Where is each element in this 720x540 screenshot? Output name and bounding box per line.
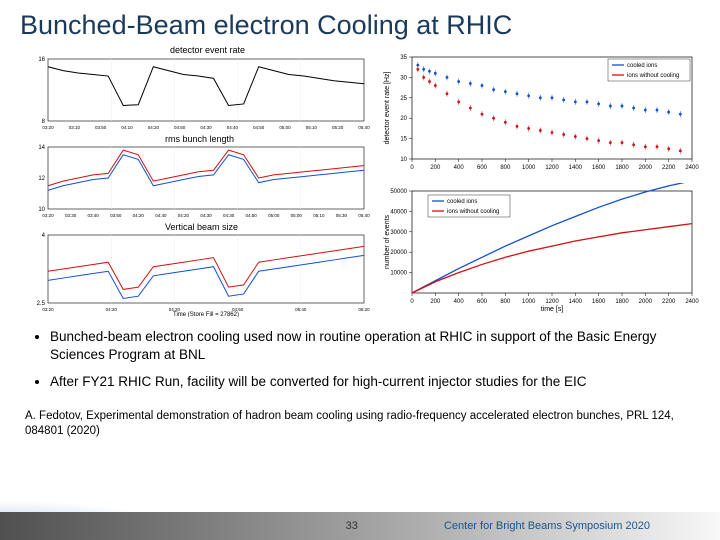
svg-text:1000: 1000 xyxy=(522,299,536,305)
svg-text:cooled ions: cooled ions xyxy=(447,199,477,205)
svg-text:03:20: 03:20 xyxy=(42,307,54,312)
bullet-item: Bunched-beam electron cooling used now i… xyxy=(50,328,700,363)
svg-text:04:20: 04:20 xyxy=(178,213,190,218)
svg-text:2200: 2200 xyxy=(662,299,676,305)
right-chart-column: 0200400600800100012001400160018002000220… xyxy=(380,49,700,314)
svg-text:16: 16 xyxy=(38,57,45,63)
svg-text:05:00: 05:00 xyxy=(279,125,291,130)
svg-text:detector event rate [Hz]: detector event rate [Hz] xyxy=(384,72,391,145)
svg-text:25: 25 xyxy=(400,96,407,102)
page-number: 33 xyxy=(346,520,358,532)
svg-text:04:20: 04:20 xyxy=(133,213,145,218)
svg-text:number of events: number of events xyxy=(384,214,391,269)
svg-text:1400: 1400 xyxy=(569,165,583,171)
svg-text:200: 200 xyxy=(430,299,441,305)
svg-text:03:40: 03:40 xyxy=(88,213,100,218)
svg-text:2000: 2000 xyxy=(639,299,653,305)
svg-text:05:10: 05:10 xyxy=(306,125,318,130)
svg-text:1600: 1600 xyxy=(592,299,606,305)
svg-text:05:40: 05:40 xyxy=(358,213,370,218)
svg-text:15: 15 xyxy=(400,137,407,143)
svg-text:03:20: 03:20 xyxy=(42,125,54,130)
svg-text:04:30: 04:30 xyxy=(200,125,212,130)
svg-text:800: 800 xyxy=(500,165,511,171)
bullet-list: Bunched-beam electron cooling used now i… xyxy=(20,328,700,391)
svg-text:2200: 2200 xyxy=(662,165,676,171)
svg-text:03:50: 03:50 xyxy=(110,213,122,218)
chart-rms-bunch-length: 10121403:2003:3003:4003:5004:2004:4004:2… xyxy=(20,137,370,223)
slide-title: Bunched-Beam electron Cooling at RHIC xyxy=(20,10,700,41)
svg-text:04:50: 04:50 xyxy=(253,125,265,130)
svg-text:10: 10 xyxy=(400,157,407,163)
svg-text:1000: 1000 xyxy=(522,165,536,171)
svg-text:1400: 1400 xyxy=(569,299,583,305)
svg-text:1800: 1800 xyxy=(615,299,629,305)
svg-text:2000: 2000 xyxy=(639,165,653,171)
svg-text:time [s]: time [s] xyxy=(541,306,564,313)
svg-text:600: 600 xyxy=(477,299,488,305)
svg-text:05:40: 05:40 xyxy=(295,307,307,312)
svg-text:800: 800 xyxy=(500,299,511,305)
footer-bar: 33 Center for Bright Beams Symposium 202… xyxy=(0,512,720,540)
svg-text:12: 12 xyxy=(38,176,45,182)
bullet-item: After FY21 RHIC Run, facility will be co… xyxy=(50,373,700,391)
svg-text:ions without cooling: ions without cooling xyxy=(627,73,679,79)
svg-text:20: 20 xyxy=(400,116,407,122)
svg-text:40000: 40000 xyxy=(390,209,407,215)
svg-text:03:30: 03:30 xyxy=(65,213,77,218)
svg-text:2400: 2400 xyxy=(685,165,699,171)
svg-text:0: 0 xyxy=(410,299,414,305)
svg-text:30000: 30000 xyxy=(390,230,407,236)
svg-text:ions without cooling: ions without cooling xyxy=(447,209,499,215)
svg-text:400: 400 xyxy=(454,299,465,305)
svg-text:04:10: 04:10 xyxy=(121,125,133,130)
chart-cumulative-events: 0 200 400 600 800 1000 1200 1400 1600 1800 2000 220… xyxy=(380,183,700,313)
svg-text:200: 200 xyxy=(430,165,441,171)
svg-text:05:20: 05:20 xyxy=(332,125,344,130)
svg-text:20000: 20000 xyxy=(390,250,407,256)
svg-text:30: 30 xyxy=(400,75,407,81)
svg-text:2400: 2400 xyxy=(685,299,699,305)
svg-text:400: 400 xyxy=(454,165,465,171)
chart-detector-event-rate: 81603:2003:1003:5004:1004:2004:5004:3004… xyxy=(20,49,370,135)
svg-text:cooled ions: cooled ions xyxy=(627,63,657,69)
svg-text:05:00: 05:00 xyxy=(268,213,280,218)
svg-text:03:50: 03:50 xyxy=(95,125,107,130)
svg-text:04:20: 04:20 xyxy=(148,125,160,130)
svg-text:04:40: 04:40 xyxy=(227,125,239,130)
svg-text:04:40: 04:40 xyxy=(155,213,167,218)
left-chart-column: 81603:2003:1003:5004:1004:2004:5004:3004… xyxy=(20,49,370,314)
svg-text:04:20: 04:20 xyxy=(106,307,118,312)
svg-text:04:50: 04:50 xyxy=(174,125,186,130)
svg-text:1200: 1200 xyxy=(545,165,559,171)
svg-text:04:50: 04:50 xyxy=(246,213,258,218)
svg-text:14: 14 xyxy=(38,145,45,151)
svg-text:03:20: 03:20 xyxy=(42,213,54,218)
footer-caption: Center for Bright Beams Symposium 2020 xyxy=(444,520,650,532)
svg-text:35: 35 xyxy=(400,55,407,61)
svg-text:600: 600 xyxy=(477,165,488,171)
svg-text:03:10: 03:10 xyxy=(69,125,81,130)
svg-text:05:30: 05:30 xyxy=(336,213,348,218)
svg-text:04:30: 04:30 xyxy=(223,213,235,218)
svg-text:1200: 1200 xyxy=(545,299,559,305)
citation-text: A. Fedotov, Experimental demonstration o… xyxy=(20,401,700,439)
svg-text:06:20: 06:20 xyxy=(358,307,370,312)
charts-container: 81603:2003:1003:5004:1004:2004:5004:3004… xyxy=(20,49,700,314)
chart-event-rate-scatter: 0 200 400 600 800 1000 1200 1400 1600 1800 2000 220… xyxy=(380,49,700,179)
svg-text:1800: 1800 xyxy=(615,165,629,171)
chart-vertical-beam-size: 2.5403:2004:2004:2004:5005:4006:20Time (… xyxy=(20,225,370,317)
svg-text:10000: 10000 xyxy=(390,271,407,277)
slide: Bunched-Beam electron Cooling at RHIC 81… xyxy=(0,0,720,540)
svg-text:Time (Store Fill = 27862): Time (Store Fill = 27862) xyxy=(173,312,239,317)
svg-text:05:40: 05:40 xyxy=(358,125,370,130)
svg-text:4: 4 xyxy=(42,233,46,239)
svg-text:0: 0 xyxy=(410,165,414,171)
svg-text:04:30: 04:30 xyxy=(200,213,212,218)
svg-text:05:00: 05:00 xyxy=(291,213,303,218)
svg-text:1600: 1600 xyxy=(592,165,606,171)
svg-text:50000: 50000 xyxy=(390,189,407,195)
svg-text:05:10: 05:10 xyxy=(313,213,325,218)
